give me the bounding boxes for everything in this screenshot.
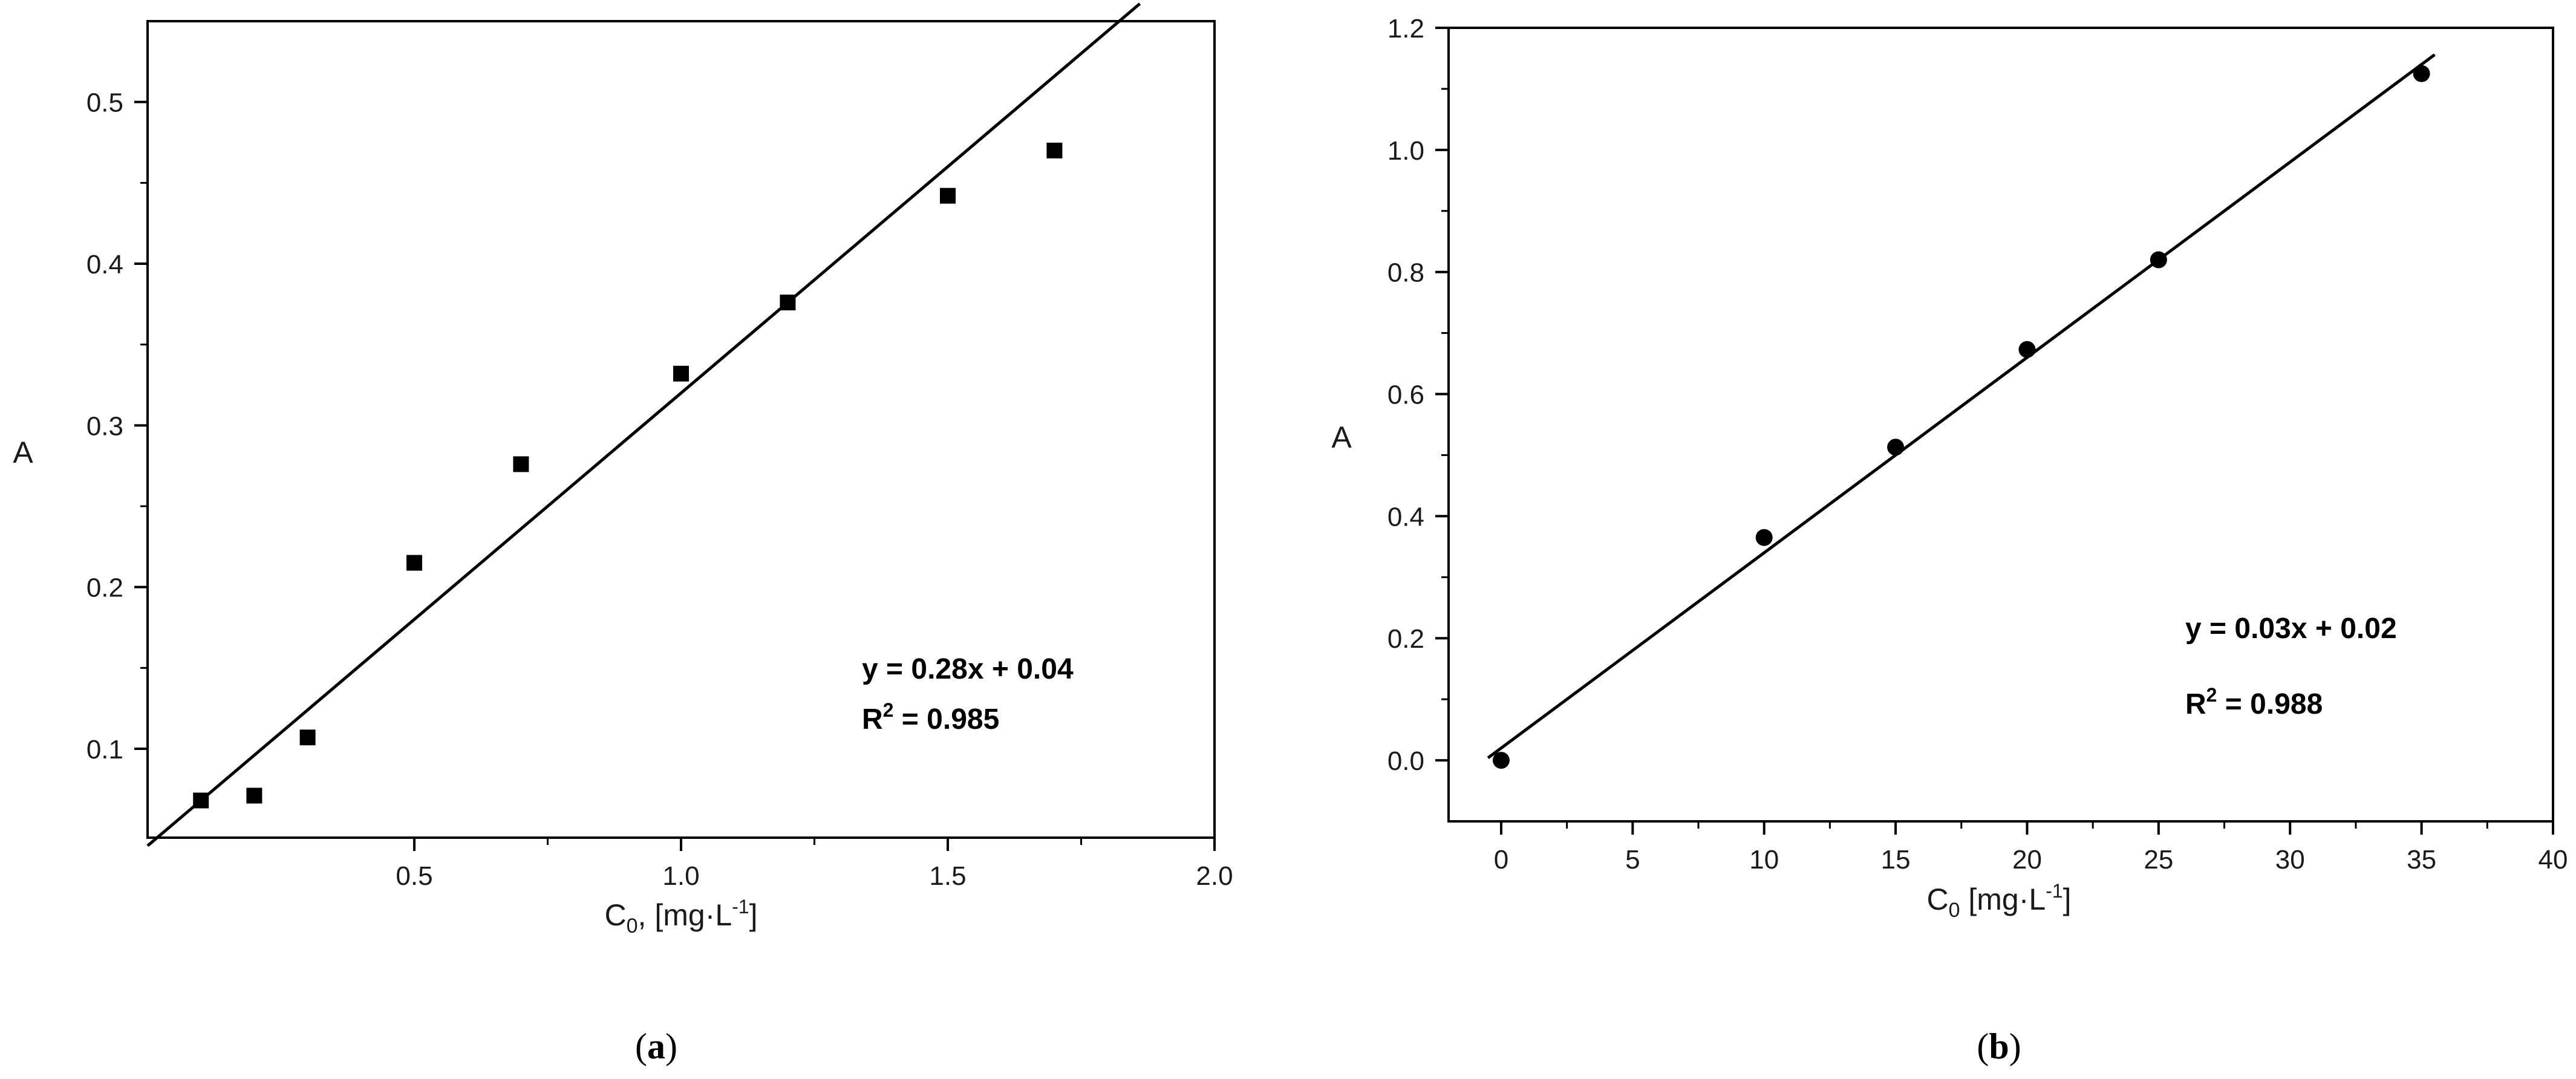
chart-a-data-point (940, 187, 956, 204)
chart-b-xtick-label: 40 (2539, 845, 2568, 875)
chart-b: 0 5 10 15 20 25 30 35 40 0.00.20.40.60.81.01.2 A… (1331, 14, 2568, 1066)
chart-a-data-point (1046, 142, 1063, 158)
chart-a-data-point (299, 729, 316, 746)
chart-b-xticks: 0 5 10 15 20 25 30 35 40 (1494, 821, 2568, 875)
chart-b-caption-letter: b (1989, 1026, 2009, 1066)
chart-a-data-point (193, 792, 209, 809)
chart-b-xlabel-end: ] (2063, 882, 2072, 916)
chart-b-xtick-label: 20 (2012, 845, 2042, 875)
chart-b-data-point (2413, 65, 2430, 82)
chart-b-xtick-label: 15 (1881, 845, 1911, 875)
chart-a-ytick-label: 0.2 (86, 573, 123, 603)
chart-a-x-axis-title: C0, [mg·L-1] (605, 896, 758, 937)
chart-b-points (1492, 65, 2430, 769)
chart-a-xticks: 0.5 1.0 1.5 2.0 (396, 838, 1233, 891)
chart-a-y-axis-title: A (13, 435, 33, 469)
chart-b-r2: R2 = 0.988 (2185, 684, 2323, 720)
chart-a-fit-line (146, 2, 1141, 847)
chart-b-xtick-label: 10 (1749, 845, 1779, 875)
chart-b-r2-sup: 2 (2206, 684, 2217, 706)
chart-b-ytick-label: 1.0 (1387, 136, 1424, 166)
chart-a-xtick-label: 1.5 (929, 861, 966, 891)
chart-b-xlabel-sup: -1 (2046, 880, 2062, 902)
chart-b-ytick-label: 0.2 (1387, 624, 1424, 654)
chart-b-xtick-label: 0 (1494, 845, 1508, 875)
chart-b-y-axis-title: A (1331, 420, 1352, 454)
chart-b-xtick-label: 30 (2275, 845, 2305, 875)
chart-b-data-point (1755, 529, 1773, 546)
chart-b-yticks: 0.0 0.2 0.4 0.6 0.8 1.0 1.2 (1387, 14, 1449, 776)
chart-a-r2-value: = 0.985 (893, 703, 999, 735)
chart-b-xlabel-mid: [mg·L (1960, 882, 2046, 916)
chart-b-ytick-label: 0.0 (1387, 746, 1424, 776)
chart-b-xtick-label: 25 (2144, 845, 2173, 875)
chart-a-data-point (406, 555, 422, 571)
chart-a-ytick-label: 0.5 (86, 88, 123, 118)
chart-b-equation: y = 0.03x + 0.02 (2185, 613, 2397, 645)
chart-a: 0.5 1.0 1.5 2.0 0.1 0.2 0.3 0.4 0.5 A C0, [mg·L… (13, 2, 1233, 1066)
chart-a-r2: R2 = 0.985 (862, 699, 999, 735)
chart-b-fit-line-group (1487, 53, 2436, 760)
chart-b-data-point (2018, 341, 2036, 358)
chart-a-equation: y = 0.28x + 0.04 (862, 653, 1074, 685)
chart-a-data-point (513, 456, 529, 472)
chart-a-data-point (780, 295, 796, 311)
chart-a-xlabel-end: ] (749, 898, 758, 932)
chart-a-xlabel-mid: , [mg·L (638, 898, 732, 932)
chart-a-ytick-label: 0.4 (86, 250, 123, 279)
chart-a-xlabel-sub: 0 (627, 914, 638, 937)
chart-b-xtick-label: 35 (2407, 845, 2436, 875)
chart-b-r2-value: = 0.988 (2217, 688, 2323, 720)
chart-a-xlabel-sup: -1 (732, 896, 749, 918)
chart-a-xtick-label: 1.0 (662, 861, 699, 891)
chart-b-data-point (1887, 438, 1905, 456)
chart-a-ytick-label: 0.3 (86, 411, 123, 441)
chart-b-frame (1447, 27, 2554, 823)
chart-b-r2-prefix: R (2185, 688, 2206, 720)
chart-b-caption: (b) (1977, 1026, 2021, 1066)
chart-b-ytick-label: 0.4 (1387, 502, 1424, 532)
chart-b-ytick-label: 0.6 (1387, 380, 1424, 410)
chart-a-r2-sup: 2 (883, 699, 894, 721)
chart-b-data-point (2150, 251, 2167, 269)
chart-a-fit-line-group (146, 2, 1141, 847)
chart-a-data-point (246, 787, 262, 804)
chart-a-data-point (673, 365, 689, 382)
chart-b-x-axis-title: C0 [mg·L-1] (1926, 880, 2071, 922)
chart-a-xtick-label: 0.5 (396, 861, 432, 891)
chart-b-ytick-label: 1.2 (1387, 14, 1424, 44)
chart-a-r2-prefix: R (862, 703, 883, 735)
chart-b-xlabel-main: C (1926, 882, 1948, 916)
chart-a-caption: (a) (635, 1026, 677, 1066)
chart-b-xlabel-sub: 0 (1949, 899, 1960, 922)
chart-a-xtick-label: 2.0 (1196, 861, 1233, 891)
chart-b-ytick-label: 0.8 (1387, 258, 1424, 288)
chart-b-fit-line (1487, 53, 2436, 760)
chart-a-xlabel-main: C (605, 898, 627, 932)
chart-a-caption-letter: a (647, 1026, 665, 1066)
chart-a-yticks: 0.1 0.2 0.3 0.4 0.5 (86, 88, 148, 764)
chart-b-data-point (1492, 752, 1510, 769)
chart-a-ytick-label: 0.1 (86, 735, 123, 764)
chart-a-points (193, 142, 1063, 809)
chart-b-xtick-label: 5 (1625, 845, 1640, 875)
